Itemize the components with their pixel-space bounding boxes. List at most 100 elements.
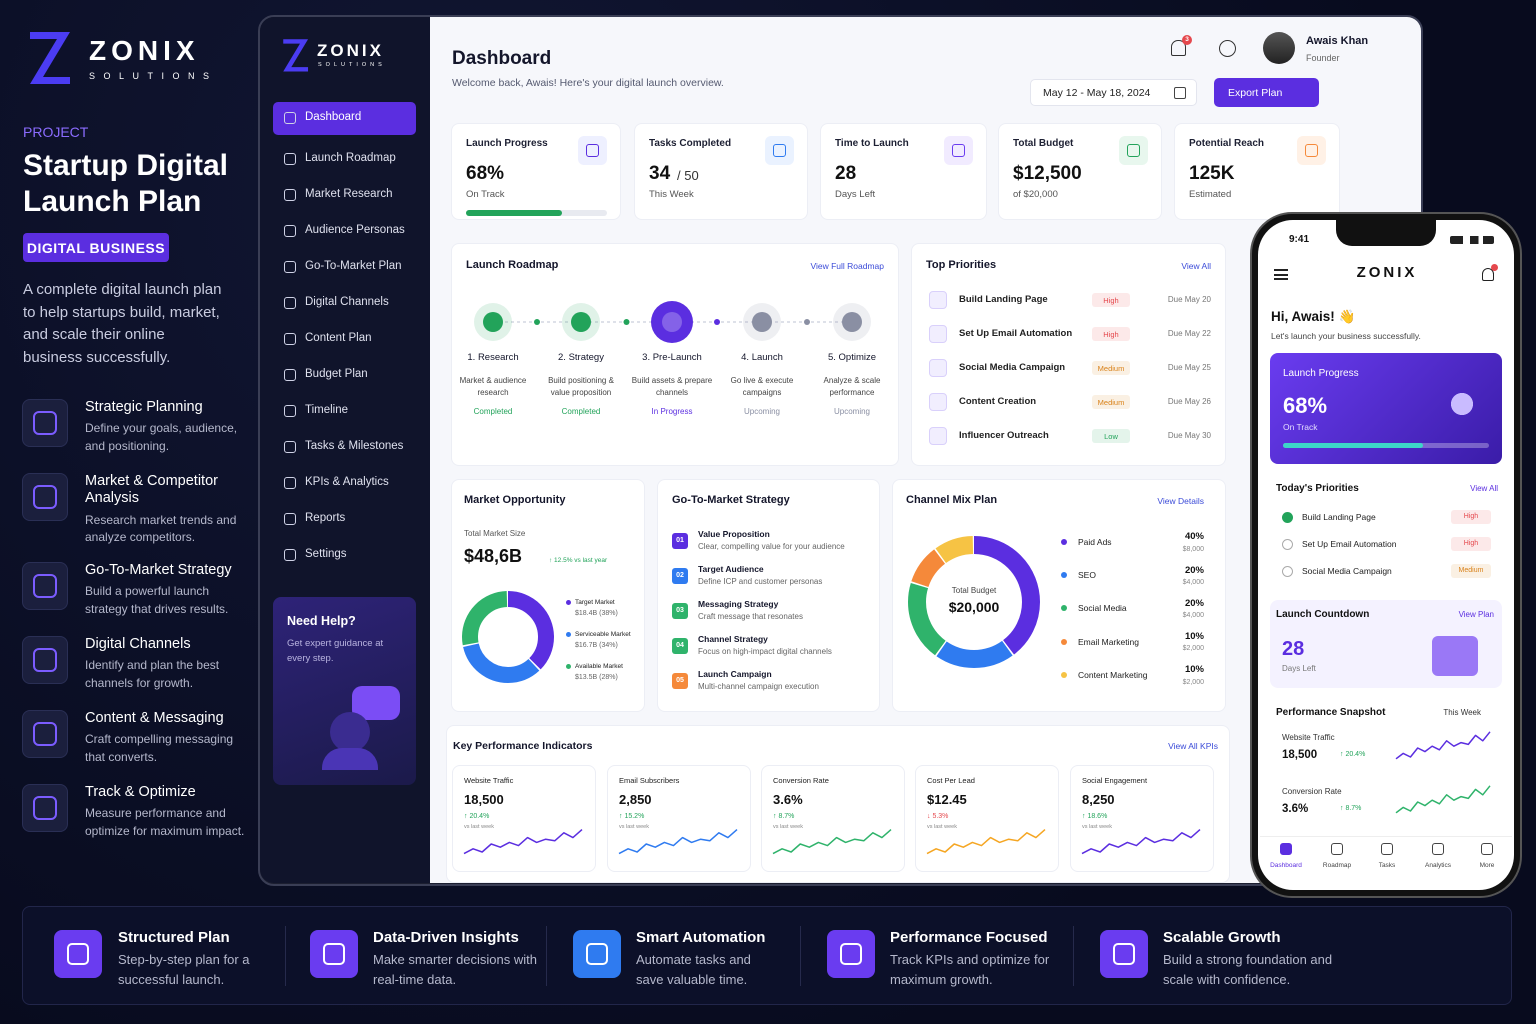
legend-amount: $4,000 <box>1182 579 1204 586</box>
nav-item[interactable]: Go-To-Market Plan <box>305 260 402 273</box>
sparkline <box>1395 731 1491 760</box>
step-name: 5. Optimize <box>827 352 877 364</box>
legend-amount: $8,000 <box>1182 545 1204 553</box>
nav-item[interactable]: Budget Plan <box>305 368 368 381</box>
task-name[interactable]: Set Up Email Automation <box>959 328 1073 340</box>
legend-share: 10% <box>1184 664 1204 676</box>
nav-item[interactable]: Audience Personas <box>305 224 405 237</box>
card-link[interactable]: View All <box>1181 260 1211 271</box>
feature: Track & Optimize Measure performance and … <box>85 784 245 840</box>
bell-icon[interactable] <box>1171 40 1186 56</box>
date-box[interactable] <box>1030 79 1197 106</box>
section-link[interactable]: View Plan <box>1458 610 1494 620</box>
task-name[interactable]: Build Landing Page <box>959 294 1048 306</box>
help-title: Need Help? <box>287 613 356 628</box>
task-icon <box>929 291 947 309</box>
progress-value: 68% <box>1283 392 1328 418</box>
phone-bell[interactable] <box>1482 268 1494 281</box>
phone-notch <box>1336 220 1436 246</box>
stat-icon <box>944 136 973 165</box>
kpi-card <box>452 765 596 872</box>
level-badge <box>1451 510 1491 524</box>
task-name: Build Landing Page <box>1302 511 1376 522</box>
nav-icon <box>284 405 296 417</box>
nav-item[interactable]: Launch Roadmap <box>305 152 396 165</box>
phone-nav-label[interactable]: Tasks <box>1378 862 1396 870</box>
nav-icon <box>284 297 296 309</box>
nav-item[interactable]: Digital Channels <box>305 296 389 309</box>
export-label[interactable]: Export Plan <box>1228 86 1283 99</box>
progress-note: On Track <box>1283 421 1318 432</box>
nav-glyph[interactable] <box>1280 843 1292 855</box>
stat-note: Estimated <box>1189 189 1232 201</box>
nav-glyph[interactable] <box>1331 843 1343 855</box>
logo-shape <box>30 32 70 84</box>
card-link[interactable]: View Details <box>1157 495 1204 506</box>
nav-item[interactable]: Dashboard <box>305 111 362 124</box>
kpi-note: vs last week <box>1082 823 1112 830</box>
phone-nav-label[interactable]: Analytics <box>1424 862 1452 870</box>
footer-text: Track KPIs and optimize for maximum grow… <box>890 952 1050 988</box>
task-icon <box>929 393 947 411</box>
step-dot <box>623 319 630 325</box>
task-name[interactable]: Influencer Outreach <box>959 430 1049 442</box>
legend-dot <box>1061 605 1067 612</box>
check[interactable] <box>1282 566 1293 577</box>
feature-icon <box>22 636 68 684</box>
nav-icon <box>284 333 296 345</box>
nav-glyph[interactable] <box>1381 843 1393 855</box>
stat-unit: / 50 <box>677 168 699 184</box>
feature-glyph <box>33 574 57 598</box>
card-title: Key Performance Indicators <box>453 739 593 752</box>
section-title: Performance Snapshot <box>1276 707 1386 718</box>
nav-item[interactable]: Reports <box>305 512 346 525</box>
help-icon[interactable] <box>1219 40 1236 57</box>
donut-value: $20,000 <box>948 598 1000 615</box>
channels-card <box>892 479 1226 712</box>
legend-name: Available Market <box>575 663 623 671</box>
nav-glyph[interactable] <box>1481 843 1493 855</box>
task-icon <box>929 325 947 343</box>
section-title: Launch Countdown <box>1276 609 1370 620</box>
check[interactable] <box>1282 512 1293 523</box>
kpi-change: ↑ 8.7% <box>773 812 795 820</box>
nav-glyph[interactable] <box>1432 843 1444 855</box>
nav-item[interactable]: Settings <box>305 548 347 561</box>
nav-item[interactable]: KPIs & Analytics <box>305 476 389 489</box>
footer-title: Structured Plan <box>118 929 230 946</box>
task-name[interactable]: Content Creation <box>959 396 1037 408</box>
stat-title: Time to Launch <box>835 138 909 149</box>
phone-brand: ZONIX <box>1356 264 1418 281</box>
menu-icon[interactable] <box>1274 269 1288 280</box>
phone-nav-label[interactable]: Roadmap <box>1322 862 1352 870</box>
stat-value: 68% <box>466 162 505 184</box>
nav-item[interactable]: Timeline <box>305 404 349 417</box>
brand-tagline: SOLUTIONS <box>89 70 218 81</box>
period[interactable]: This Week <box>1443 708 1481 718</box>
feature: Go-To-Market Strategy Build a powerful la… <box>85 562 245 618</box>
sparkline-path <box>463 829 583 855</box>
stat-note: On Track <box>466 189 505 201</box>
task-name[interactable]: Social Media Campaign <box>959 362 1066 374</box>
footer-icon <box>54 930 102 978</box>
gtm-title: Value Proposition <box>698 528 770 539</box>
stat-icon <box>765 136 794 165</box>
nav-icon <box>284 225 296 237</box>
level-label: Medium <box>1097 397 1125 407</box>
market-donut <box>462 591 554 683</box>
nav-item[interactable]: Tasks & Milestones <box>305 440 404 453</box>
section-link[interactable]: View All <box>1470 484 1498 494</box>
phone-nav-label[interactable]: Dashboard <box>1270 862 1302 870</box>
phone-nav-label[interactable]: More <box>1479 862 1495 870</box>
check[interactable] <box>1282 539 1293 550</box>
logo-shape <box>283 39 309 72</box>
nav-item[interactable]: Content Plan <box>305 332 372 345</box>
sparkline <box>772 829 892 855</box>
nav-active <box>273 102 416 135</box>
nav-item[interactable]: Market Research <box>305 188 393 201</box>
card-link[interactable]: View All KPIs <box>1168 740 1218 751</box>
export-button[interactable] <box>1214 78 1319 107</box>
step-text: Build assets & prepare channels <box>631 376 713 398</box>
card-link[interactable]: View Full Roadmap <box>810 260 884 271</box>
